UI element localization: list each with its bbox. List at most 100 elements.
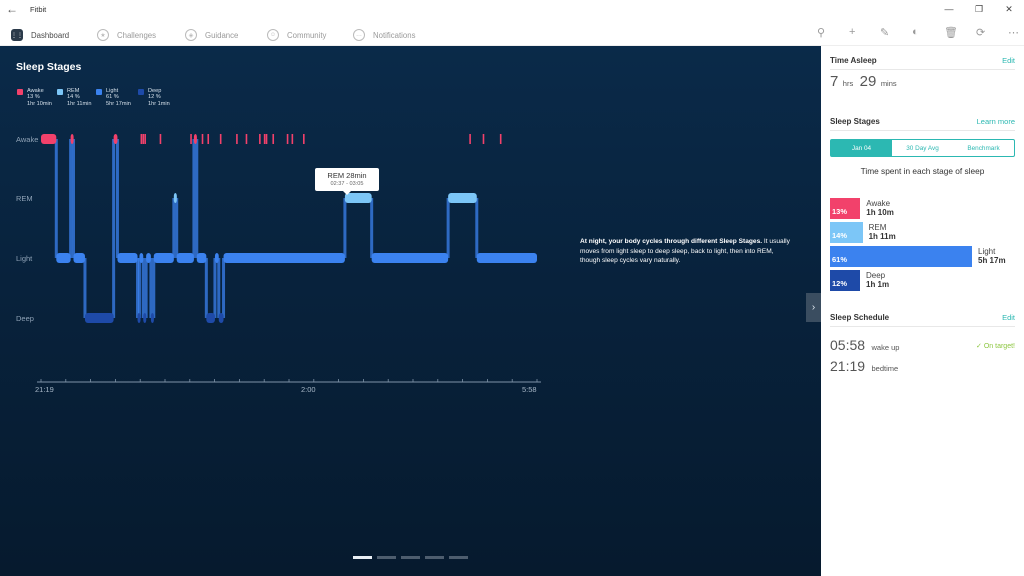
- tab-dashboard[interactable]: ⋮⋮ Dashboard: [11, 27, 69, 43]
- wake-time-label: wake up: [871, 343, 900, 352]
- pager-dot-5[interactable]: [449, 556, 468, 559]
- time-asleep-edit-link[interactable]: Edit: [1002, 56, 1015, 65]
- tab-community[interactable]: ☺ Community: [267, 27, 326, 43]
- app-title: Fitbit: [30, 4, 47, 14]
- stage-transition: [204, 258, 208, 318]
- stage-transition: [112, 139, 116, 318]
- legend-awake: Awake 13 % 1hr 10min: [17, 88, 52, 107]
- legend-duration: 5hr 17min: [106, 100, 131, 107]
- pager-dot-3[interactable]: [401, 556, 420, 559]
- tab-jan-04[interactable]: Jan 04: [831, 140, 892, 156]
- stage-block-awake: [193, 134, 197, 144]
- stage-label-deep: Deep 1h 1m: [866, 271, 889, 289]
- stage-block-light: [176, 253, 194, 263]
- legend-name: Awake: [27, 88, 44, 94]
- stage-block-light: [139, 253, 144, 263]
- stage-block-light: [223, 253, 345, 263]
- legend-duration: 1hr 10min: [27, 100, 52, 107]
- sleep-stage-chart[interactable]: [0, 46, 560, 406]
- stage-duration: 5h 17m: [978, 256, 1006, 265]
- stage-transition: [71, 139, 75, 258]
- delete-icon[interactable]: 🗑: [944, 27, 958, 39]
- period-toggle: Jan 04 30 Day Avg Benchmark: [830, 139, 1015, 157]
- stage-block-light: [56, 253, 71, 263]
- stage-block-awake: [41, 134, 57, 144]
- theme-icon[interactable]: ◐: [912, 26, 919, 38]
- legend-swatch: [96, 89, 102, 95]
- close-icon[interactable]: ✕: [1005, 4, 1013, 14]
- on-target-status: ✓ On target!: [976, 342, 1015, 350]
- time-asleep-value: 7 hrs 29 mins: [830, 73, 899, 91]
- stage-block-rem: [344, 193, 372, 203]
- stage-transition: [83, 258, 87, 318]
- tab-notifications[interactable]: … Notifications: [353, 27, 415, 43]
- stage-name: Deep: [866, 271, 886, 280]
- tab-benchmark[interactable]: Benchmark: [967, 144, 1000, 152]
- more-icon[interactable]: ⋯: [1008, 27, 1019, 39]
- awake-tick: [291, 134, 294, 144]
- info-body: It usually moves from light sleep to dee…: [580, 238, 790, 265]
- pager-dot-4[interactable]: [425, 556, 444, 559]
- stage-transition: [213, 258, 217, 318]
- stage-label-light: Light 5h 17m: [978, 247, 1006, 265]
- y-label-awake: Awake: [16, 135, 39, 144]
- stage-transition: [222, 258, 226, 318]
- sleep-schedule-edit-link[interactable]: Edit: [1002, 313, 1015, 322]
- legend-pct: 14 %: [67, 94, 80, 101]
- stage-transition: [69, 139, 73, 258]
- stage-label-rem: REM 1h 11m: [869, 223, 896, 241]
- divider: [830, 69, 1015, 70]
- minutes-value: 29: [859, 73, 877, 90]
- pin-icon[interactable]: ⚲: [817, 27, 826, 39]
- pager-dot-2[interactable]: [377, 556, 396, 559]
- stage-transition: [370, 198, 374, 258]
- x-label-start: 21:19: [35, 385, 54, 394]
- awake-tick: [219, 134, 222, 144]
- stages-subheading: Time spent in each stage of sleep: [860, 166, 985, 176]
- tab-guidance[interactable]: ◈ Guidance: [185, 27, 238, 43]
- stage-name: REM: [868, 223, 887, 232]
- tab-30-day-avg[interactable]: 30 Day Avg: [906, 144, 939, 152]
- stage-percent: 14%: [832, 231, 848, 240]
- next-card-button[interactable]: ›: [806, 293, 821, 322]
- stage-block-light: [146, 253, 151, 263]
- sleep-sidebar: Time Asleep Edit 7 hrs 29 mins Sleep Sta…: [821, 46, 1024, 576]
- stage-transition: [149, 258, 153, 318]
- legend-pct: 61 %: [106, 94, 119, 101]
- awake-tick: [259, 134, 261, 144]
- stage-label-awake: Awake 1h 10m: [866, 199, 894, 217]
- awake-tick: [303, 134, 305, 144]
- dashboard-icon: ⋮⋮: [11, 29, 23, 41]
- stage-block-light: [214, 253, 219, 263]
- stage-block-light: [196, 253, 207, 263]
- awake-tick: [482, 134, 485, 144]
- legend-pct: 13 %: [27, 94, 40, 101]
- window-controls: — ❐ ✕: [934, 0, 1024, 18]
- awake-tick: [236, 134, 238, 144]
- awake-tick: [144, 134, 146, 144]
- challenges-icon: ★: [97, 29, 109, 41]
- minimize-icon[interactable]: —: [944, 4, 954, 14]
- edit-icon[interactable]: ✎: [880, 27, 890, 39]
- add-icon[interactable]: +: [849, 26, 856, 38]
- stage-bar-awake: 13%: [830, 198, 861, 219]
- pager-dot-1[interactable]: [353, 556, 372, 559]
- tab-challenges[interactable]: ★ Challenges: [97, 27, 156, 43]
- x-label-end: 5:58: [522, 385, 537, 394]
- stage-block-rem: [448, 193, 477, 203]
- top-nav: ⋮⋮ Dashboard ★ Challenges ◈ Guidance ☺ C…: [0, 24, 1024, 46]
- tab-label: Notifications: [373, 30, 416, 40]
- sync-icon[interactable]: ⟳: [976, 27, 986, 39]
- bed-time: 21:19 bedtime: [830, 358, 898, 376]
- back-arrow-icon[interactable]: ←: [6, 2, 18, 16]
- y-label-deep: Deep: [16, 314, 34, 323]
- awake-tick: [469, 134, 471, 144]
- awake-tick: [245, 134, 248, 144]
- stage-transition: [175, 198, 179, 258]
- learn-more-link[interactable]: Learn more: [976, 117, 1015, 126]
- awake-tick: [263, 134, 266, 144]
- stage-transition: [343, 198, 347, 258]
- divider: [830, 130, 1015, 131]
- restore-icon[interactable]: ❐: [974, 4, 984, 14]
- wake-time-value: 05:58: [830, 337, 866, 353]
